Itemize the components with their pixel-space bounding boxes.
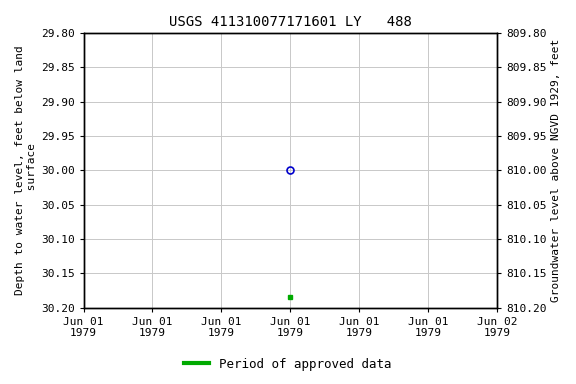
Y-axis label: Groundwater level above NGVD 1929, feet: Groundwater level above NGVD 1929, feet	[551, 39, 561, 302]
Legend: Period of approved data: Period of approved data	[179, 353, 397, 376]
Title: USGS 411310077171601 LY   488: USGS 411310077171601 LY 488	[169, 15, 412, 29]
Y-axis label: Depth to water level, feet below land
 surface: Depth to water level, feet below land su…	[15, 45, 37, 295]
